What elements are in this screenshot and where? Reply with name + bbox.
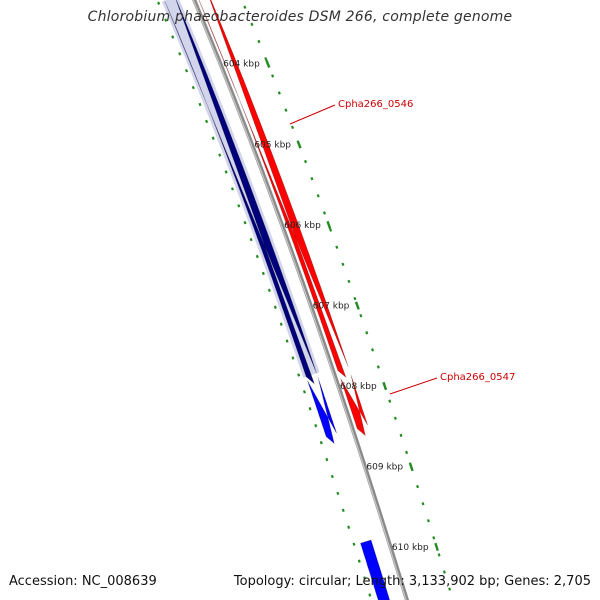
scale-dot-right [186, 69, 187, 72]
scale-major-tick [328, 221, 331, 229]
scale-dot-left [439, 554, 440, 557]
scale-dot-left [395, 417, 396, 420]
scale-dot-left [342, 263, 343, 266]
scale-major-tick [410, 463, 412, 471]
scale-dot-left [372, 349, 373, 352]
scale-dot-right [287, 340, 288, 343]
scale-dot-right [238, 205, 239, 208]
scale-label: 606 kbp [284, 221, 321, 231]
scale-major-tick [356, 302, 359, 310]
scale-dot-right [326, 458, 327, 461]
scale-major-tick [384, 382, 387, 390]
scale-dot-left [292, 126, 293, 129]
scale-dot-right [298, 374, 299, 377]
genome-map: 604 kbp 605 kbp 606 kbp 607 kbp 608 kbp 609 k… [0, 0, 600, 600]
scale-dot-left [265, 57, 266, 60]
scale-dot-right [213, 137, 214, 140]
scale-dot-left [401, 434, 402, 437]
scale-major-tick [266, 60, 269, 68]
scale-dot-left [349, 280, 350, 283]
accession-text: Accession: NC_008639 [9, 574, 157, 589]
scale-dot-left [444, 571, 445, 574]
scale-dot-left [428, 519, 429, 522]
scale-dot-right [337, 492, 338, 495]
scale-dot-right [232, 188, 233, 191]
scale-dot-left [417, 485, 418, 488]
scale-dot-right [226, 171, 227, 174]
scale-major-tick [298, 141, 301, 149]
scale-dot-left [423, 502, 424, 505]
gene-cpha266-0547-forward [308, 377, 337, 443]
scale-label: 604 kbp [223, 60, 260, 70]
backbone-layer [189, 0, 410, 600]
scale-dot-left [354, 297, 355, 300]
scale-label: 605 kbp [254, 140, 291, 150]
scale-dot-right [369, 594, 370, 597]
scale-dot-right [332, 475, 333, 478]
scale-dot-right [179, 53, 180, 56]
scale-dot-right [172, 36, 173, 39]
scale-dot-left [433, 537, 434, 540]
scale-dot-left [272, 75, 273, 78]
gene-label: Cpha266_0547 [440, 372, 515, 383]
scale-dot-left [330, 229, 331, 232]
backbone-highlight [189, 0, 409, 600]
scale-dot-right [193, 86, 194, 89]
scale-dot-right [245, 221, 246, 224]
scale-dot-left [311, 177, 312, 180]
scale-dot-left [378, 366, 379, 369]
scale-dot-right [293, 357, 294, 360]
scale-dot-right [321, 441, 322, 444]
scale-dot-right [206, 120, 207, 123]
scale-dot-right [281, 323, 282, 326]
scale-dot-right [158, 2, 159, 5]
gene-label-layer: Cpha266_0546 Cpha266_0547 [290, 99, 515, 394]
scale-dot-right [251, 238, 252, 241]
scale-dot-right [354, 543, 355, 546]
scale-dot-right [304, 391, 305, 394]
scale-dot-right [359, 560, 360, 563]
gene-leader-line [290, 105, 335, 124]
scale-dot-left [360, 314, 361, 317]
scale-dot-left [305, 160, 306, 163]
scale-label: 610 kbp [392, 543, 429, 553]
scale-dot-left [406, 451, 407, 454]
scale-dot-right [315, 424, 316, 427]
scale-dot-right [257, 255, 258, 258]
scale-dot-right [348, 526, 349, 529]
scale-dot-right [275, 306, 276, 309]
scale-dot-left [258, 40, 259, 43]
scale-dot-left [285, 109, 286, 112]
scale-dot-right [310, 407, 311, 410]
scale-dot-right [343, 509, 344, 512]
scale-label: 607 kbp [313, 302, 350, 312]
scale-dot-left [366, 331, 367, 334]
scale-dot-left [389, 400, 390, 403]
topology-summary: Topology: circular; Length: 3,133,902 bp… [234, 574, 591, 589]
scale-dot-right [219, 154, 220, 157]
scale-major-tick [435, 543, 437, 551]
scale-dot-left [279, 92, 280, 95]
gene-label: Cpha266_0546 [338, 99, 413, 110]
genes-layer [162, 0, 394, 600]
scale-label: 609 kbp [366, 463, 403, 473]
scale-dot-right [200, 103, 201, 106]
genome-title: Chlorobium phaeobacteroides DSM 266, com… [0, 9, 600, 25]
gene-cpha266-0546-strand-forward [165, 0, 317, 384]
scale-dot-left [324, 212, 325, 215]
gene-leader-line [390, 378, 437, 394]
scale-dot-right [269, 289, 270, 292]
scale-label: 608 kbp [340, 382, 377, 392]
scale-dot-left [336, 246, 337, 249]
scale-dot-left [318, 195, 319, 198]
scale-dot-right [263, 272, 264, 275]
genome-backbone [190, 0, 410, 600]
